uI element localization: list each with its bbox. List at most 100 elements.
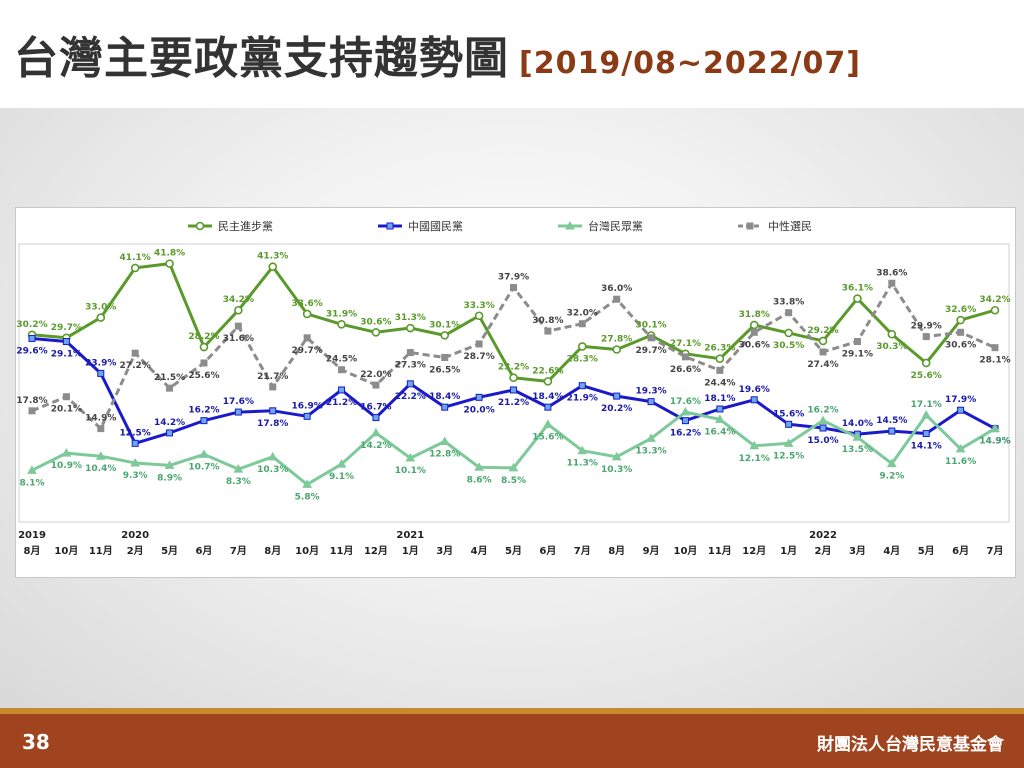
data-label-1: 19.3% [635, 387, 666, 397]
data-label-3: 29.9% [911, 322, 942, 332]
data-label-2: 9.2% [879, 472, 904, 482]
data-label-1: 22.2% [395, 392, 426, 402]
data-point-1 [338, 386, 346, 394]
x-tick-label: 8月 [24, 545, 41, 557]
data-point-0 [268, 262, 278, 271]
data-point-3 [28, 407, 36, 415]
x-tick-label: 8月 [264, 545, 281, 557]
data-point-3 [131, 349, 139, 357]
data-label-2: 8.3% [226, 477, 251, 487]
x-tick-label: 1月 [780, 545, 797, 557]
data-label-2: 10.1% [395, 466, 426, 476]
x-tick-label: 11月 [89, 545, 113, 557]
data-point-0 [234, 305, 243, 315]
x-tick-label: 7月 [230, 545, 247, 557]
x-tick-label: 12月 [364, 545, 388, 557]
data-point-0 [406, 323, 415, 333]
data-label-3: 20.1% [51, 405, 82, 415]
data-label-2: 10.9% [51, 461, 82, 471]
data-label-3: 27.3% [395, 361, 426, 371]
data-label-1: 14.0% [842, 419, 873, 429]
x-tick-label: 6月 [952, 545, 969, 557]
data-label-0: 28.3% [567, 354, 598, 364]
x-tick-label: 6月 [539, 545, 556, 557]
data-point-0 [302, 309, 312, 319]
data-point-2 [543, 419, 553, 428]
data-label-2: 9.3% [123, 471, 148, 481]
data-point-2 [233, 464, 244, 473]
data-label-0: 31.3% [395, 313, 426, 323]
data-label-0: 30.1% [429, 320, 460, 330]
data-label-1: 14.1% [911, 442, 942, 452]
data-point-0 [474, 311, 484, 321]
data-point-3 [234, 322, 242, 330]
data-label-0: 41.1% [120, 253, 151, 263]
data-point-2 [302, 479, 313, 488]
chart-axis: 8月 10月 11月 2月 5月 6月 7月 8月 10月 11月 12月 1月 3月 4月 5月 6月 7月 8… [18, 243, 1010, 557]
chart-series-layer [27, 259, 1000, 488]
data-label-1: 29.1% [51, 350, 82, 360]
data-label-2: 10.4% [85, 464, 116, 474]
data-point-2 [921, 410, 932, 419]
data-point-1 [269, 407, 277, 415]
data-label-3: 29.7% [292, 346, 323, 356]
x-tick-label: 5月 [161, 545, 178, 557]
x-tick-label: 10月 [295, 545, 319, 557]
data-point-3 [166, 384, 174, 392]
data-label-3: 30.6% [739, 340, 770, 350]
x-tick-label: 1月 [402, 545, 419, 557]
data-point-3 [957, 328, 965, 336]
data-point-3 [853, 338, 861, 346]
data-label-2: 17.6% [670, 397, 701, 407]
data-label-1: 16.2% [670, 429, 701, 439]
data-point-0 [818, 336, 828, 346]
data-label-1: 29.6% [16, 346, 47, 356]
chart-data-label-layer: 30.2% 29.7%33.0%41.1% 41.8%28.2%34.2%41.3%… [16, 249, 1010, 503]
data-label-2: 8.9% [157, 473, 182, 483]
plot-area [18, 243, 1010, 523]
data-label-0: 31.9% [326, 309, 357, 319]
data-point-2 [95, 451, 106, 460]
data-point-2 [130, 457, 141, 467]
data-label-1: 14.5% [876, 416, 907, 426]
x-tick-label: 3月 [849, 545, 866, 557]
legend-entry-0: 民主進步黨 [218, 219, 273, 233]
data-label-2: 14.9% [979, 437, 1010, 447]
data-label-0: 27.1% [670, 339, 701, 349]
legend-swatch-marker [386, 222, 394, 230]
x-tick-label: 7月 [987, 545, 1004, 557]
data-point-0 [199, 342, 209, 352]
line-chart: 民主進步黨 中國國民黨 台灣民眾黨 中性選民 8月 10月 11月 2月 5月 6月 7月 8月 10… [16, 219, 1010, 557]
data-label-3: 33.8% [773, 298, 804, 308]
data-point-1 [62, 338, 70, 346]
data-label-1: 17.8% [257, 419, 288, 429]
x-tick-label: 10月 [54, 545, 78, 557]
data-point-3 [578, 320, 586, 328]
data-point-1 [406, 380, 414, 388]
data-label-2: 16.4% [704, 427, 735, 437]
x-year-label: 2020 [121, 530, 149, 541]
data-label-2: 13.5% [842, 445, 873, 455]
data-label-2: 5.8% [295, 492, 320, 502]
data-point-3 [922, 333, 930, 341]
data-point-3 [510, 284, 517, 292]
data-point-3 [200, 359, 208, 367]
data-point-2 [852, 432, 863, 441]
data-label-1: 23.9% [85, 358, 116, 368]
data-point-0 [749, 320, 759, 330]
x-tick-label: 3月 [436, 545, 453, 557]
data-label-2: 13.3% [635, 446, 666, 456]
data-label-0: 30.2% [16, 320, 47, 330]
data-point-3 [269, 383, 277, 391]
data-point-0 [543, 377, 553, 386]
data-label-3: 24.4% [704, 378, 735, 388]
data-point-1 [888, 427, 896, 435]
data-label-3: 27.4% [807, 360, 838, 370]
data-label-1: 17.9% [945, 395, 976, 405]
data-point-0 [440, 331, 450, 340]
data-label-1: 12.5% [120, 428, 151, 438]
data-point-2 [990, 423, 1000, 433]
data-point-3 [888, 279, 896, 287]
data-label-3: 21.5% [154, 373, 185, 383]
data-label-3: 30.8% [532, 316, 563, 326]
